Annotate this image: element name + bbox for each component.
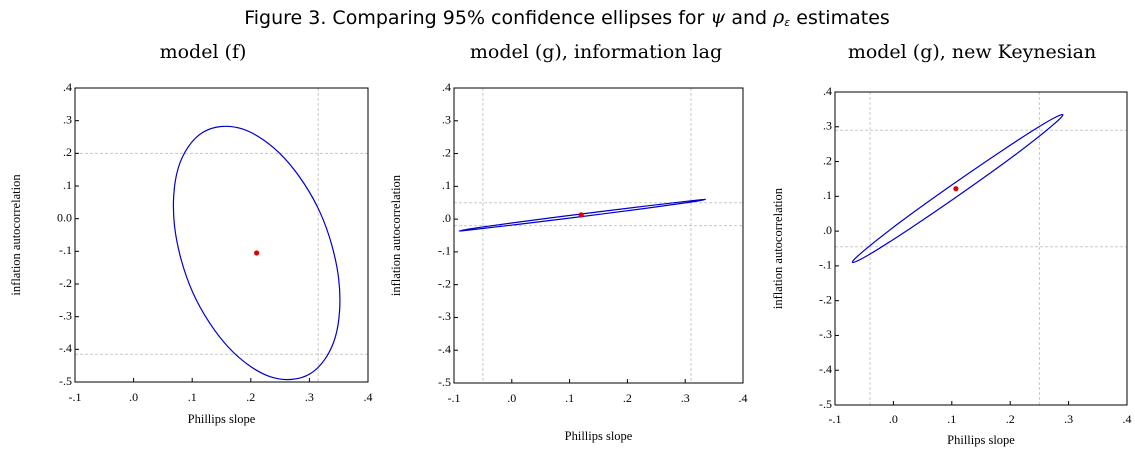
y-tick-label: .4 [823,84,832,98]
x-tick-label: .2 [246,390,255,404]
title-part: ρ [772,6,785,28]
confidence-ellipse [458,198,707,232]
y-tick-label: -.2 [59,276,72,290]
confidence-ellipse [851,113,1064,264]
title-part: ε [784,16,790,29]
x-tick-label: .3 [305,390,314,404]
x-tick-label: -.1 [829,412,842,426]
x-tick-label: .1 [565,391,574,405]
title-part: Figure 3. Comparing 95% confidence ellip… [244,7,710,29]
figure-title: Figure 3. Comparing 95% confidence ellip… [244,6,890,29]
y-tick-label: .1 [63,178,72,192]
title-part: and [725,7,773,29]
x-axis-label: Phillips slope [188,412,256,426]
y-tick-label: .3 [823,119,832,133]
y-axis-label: inflation autocorrelation [9,174,23,296]
x-tick-label: .3 [681,391,690,405]
y-tick-label: .4 [442,80,451,94]
y-tick-label: -.3 [438,309,451,323]
y-tick-label: -.5 [819,397,832,411]
x-tick-label: .1 [947,412,956,426]
y-tick-label: -.4 [819,362,832,376]
y-axis-label: inflation autocorrelation [771,187,785,309]
y-tick-label: .2 [823,153,832,167]
y-tick-label: -.1 [819,258,832,272]
y-tick-label: .3 [63,112,72,126]
plot-frame [453,87,744,384]
x-tick-label: .4 [739,391,748,405]
panel: model (g), information lag -.1 .0 .1 .2 .3 .4.… [389,41,748,443]
panel: model (f) -.1 .0 .1 .2 .3 .4 .4 .3 .2 .1 0.0 -.1 -.2 -… [9,41,373,426]
y-tick-label: -.3 [819,327,832,341]
panel-title: model (g), information lag [470,41,722,63]
panel: model (g), new Keynesian -.1 .0 .1 .2 .3 .4 .4.… [771,41,1132,447]
x-axis-label: Phillips slope [947,433,1015,447]
x-axis-label: Phillips slope [565,429,633,443]
x-tick-label: -.1 [69,390,82,404]
y-tick-label: -.3 [59,308,72,322]
y-tick-label: .2 [63,145,72,159]
x-tick-label: .2 [1006,412,1015,426]
x-tick-label: .3 [1064,412,1073,426]
y-tick-label: -.1 [438,244,451,258]
confidence-ellipse [172,125,341,381]
y-tick-label: .4 [63,80,72,94]
plot-frame [834,91,1128,406]
plot-frame [74,87,369,383]
y-axis-label: inflation autocorrelation [389,174,403,296]
y-tick-label: -.4 [438,342,451,356]
x-tick-label: .4 [1123,412,1132,426]
title-part: ψ [710,6,726,28]
title-part: estimates [790,7,890,29]
y-tick-label: -.4 [59,341,72,355]
point-estimate [953,186,959,192]
x-tick-label: .0 [507,391,516,405]
x-tick-label: .0 [129,390,138,404]
x-tick-label: .4 [364,390,373,404]
x-tick-label: .2 [623,391,632,405]
y-tick-label: .0 [823,223,832,237]
y-tick-label: .1 [442,178,451,192]
y-tick-label: -.5 [438,375,451,389]
y-tick-label: 0.0 [57,210,72,224]
y-tick-label: .2 [442,145,451,159]
panel-title: model (f) [160,41,247,63]
x-tick-label: .0 [889,412,898,426]
x-tick-label: -.1 [448,391,461,405]
y-tick-label: .0 [442,211,451,225]
y-tick-label: .3 [442,113,451,127]
point-estimate [578,212,584,218]
point-estimate [254,250,260,256]
y-tick-label: -.2 [438,276,451,290]
x-tick-label: .1 [188,390,197,404]
panel-title: model (g), new Keynesian [848,41,1096,63]
y-tick-label: -.2 [819,292,832,306]
y-tick-label: .1 [823,188,832,202]
y-tick-label: -.1 [59,243,72,257]
y-tick-label: -.5 [59,374,72,388]
